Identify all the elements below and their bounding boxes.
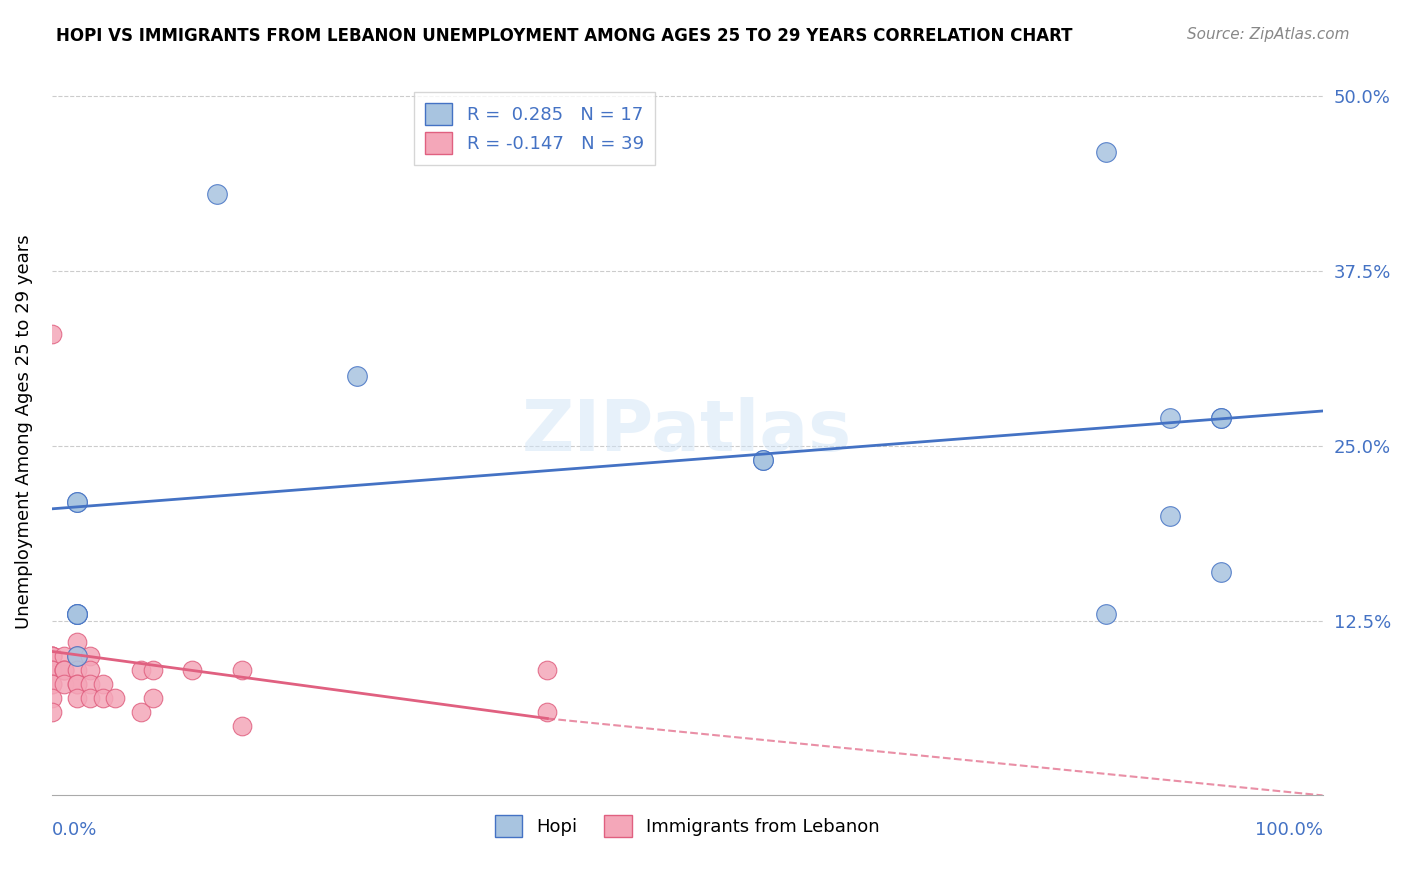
Text: 0.0%: 0.0%	[52, 822, 97, 839]
Point	[346, 369, 368, 384]
Text: 100.0%: 100.0%	[1254, 822, 1323, 839]
Point	[66, 648, 89, 663]
Point	[41, 663, 63, 677]
Point	[1095, 145, 1118, 160]
Point	[41, 676, 63, 690]
Point	[41, 648, 63, 663]
Point	[79, 690, 101, 705]
Point	[231, 718, 253, 732]
Point	[104, 690, 127, 705]
Point	[1095, 607, 1118, 621]
Point	[129, 705, 152, 719]
Point	[142, 690, 165, 705]
Point	[66, 663, 89, 677]
Point	[41, 690, 63, 705]
Point	[66, 648, 89, 663]
Point	[53, 663, 76, 677]
Point	[53, 648, 76, 663]
Point	[66, 676, 89, 690]
Text: HOPI VS IMMIGRANTS FROM LEBANON UNEMPLOYMENT AMONG AGES 25 TO 29 YEARS CORRELATI: HOPI VS IMMIGRANTS FROM LEBANON UNEMPLOY…	[56, 27, 1073, 45]
Point	[536, 705, 558, 719]
Point	[66, 607, 89, 621]
Point	[41, 676, 63, 690]
Point	[53, 663, 76, 677]
Point	[41, 327, 63, 342]
Point	[91, 690, 114, 705]
Point	[1159, 411, 1181, 425]
Point	[752, 453, 775, 467]
Point	[1209, 411, 1232, 425]
Point	[129, 663, 152, 677]
Point	[205, 187, 228, 202]
Point	[536, 663, 558, 677]
Point	[66, 676, 89, 690]
Point	[41, 705, 63, 719]
Point	[41, 648, 63, 663]
Point	[79, 676, 101, 690]
Point	[41, 648, 63, 663]
Point	[53, 676, 76, 690]
Point	[66, 607, 89, 621]
Point	[79, 663, 101, 677]
Point	[66, 648, 89, 663]
Point	[66, 495, 89, 509]
Point	[142, 663, 165, 677]
Point	[231, 663, 253, 677]
Point	[79, 648, 101, 663]
Text: Source: ZipAtlas.com: Source: ZipAtlas.com	[1187, 27, 1350, 42]
Text: ZIPatlas: ZIPatlas	[522, 398, 852, 467]
Point	[66, 690, 89, 705]
Point	[66, 634, 89, 648]
Y-axis label: Unemployment Among Ages 25 to 29 years: Unemployment Among Ages 25 to 29 years	[15, 235, 32, 629]
Point	[66, 607, 89, 621]
Point	[1209, 565, 1232, 579]
Point	[180, 663, 202, 677]
Point	[1209, 411, 1232, 425]
Point	[41, 648, 63, 663]
Point	[752, 453, 775, 467]
Point	[53, 663, 76, 677]
Point	[66, 495, 89, 509]
Point	[1159, 508, 1181, 523]
Point	[41, 663, 63, 677]
Legend: Hopi, Immigrants from Lebanon: Hopi, Immigrants from Lebanon	[488, 808, 887, 845]
Point	[91, 676, 114, 690]
